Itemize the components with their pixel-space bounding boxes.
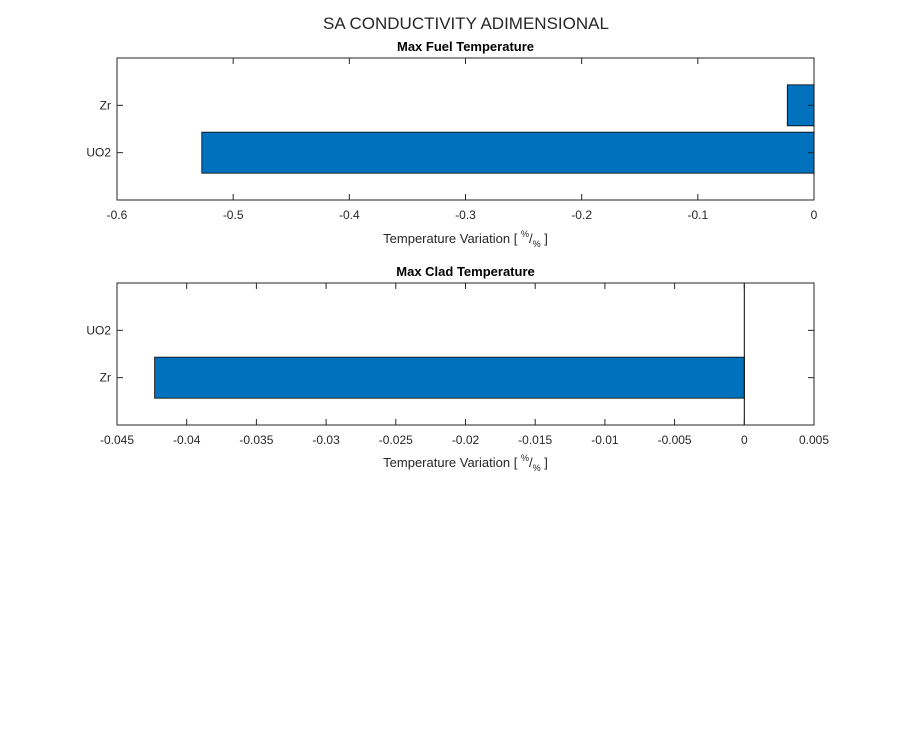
chart-0-xtick-label: -0.3 xyxy=(455,208,476,222)
chart-0-xlabel: Temperature Variation [ %/% ] xyxy=(383,229,548,249)
chart-1-ytick-label-zr: Zr xyxy=(100,371,111,385)
chart-0-xlabel-suffix: ] xyxy=(541,231,548,246)
chart-1-ytick-label-uo2: UO2 xyxy=(86,323,111,337)
chart-1-xlabel-unit-den: % xyxy=(533,463,541,473)
chart-0-ytick-label-uo2: UO2 xyxy=(86,146,111,160)
chart-1-xtick-label: -0.02 xyxy=(452,433,480,447)
chart-1-xtick-label: 0.005 xyxy=(799,433,829,447)
chart-0-xlabel-unit-sep: / xyxy=(529,231,533,246)
chart-1-bar-zr xyxy=(154,356,745,399)
chart-0-xtick-label: -0.6 xyxy=(107,208,128,222)
chart-0-xtick-label: -0.4 xyxy=(339,208,360,222)
chart-1-xtick-label: 0 xyxy=(741,433,748,447)
chart-1-title: Max Clad Temperature xyxy=(396,264,534,279)
chart-0-bar-uo2 xyxy=(201,131,815,174)
chart-0-xtick-label: -0.1 xyxy=(687,208,708,222)
chart-1-xtick-label: -0.03 xyxy=(312,433,340,447)
chart-0-title: Max Fuel Temperature xyxy=(397,39,534,54)
chart-1-xlabel: Temperature Variation [ %/% ] xyxy=(383,453,548,473)
chart-1-xtick-label: -0.035 xyxy=(239,433,273,447)
chart-1-xlabel-suffix: ] xyxy=(541,455,548,470)
chart-0-xlabel-unit-den: % xyxy=(533,239,541,249)
chart-1-xtick-label: -0.01 xyxy=(591,433,619,447)
chart-0-xlabel-prefix: Temperature Variation [ xyxy=(383,231,521,246)
chart-1-xtick-label: -0.015 xyxy=(518,433,552,447)
figure-suptitle: SA CONDUCTIVITY ADIMENSIONAL xyxy=(323,14,609,33)
chart-1-xtick-label: -0.045 xyxy=(100,433,134,447)
chart-1-xtick-label: -0.005 xyxy=(658,433,692,447)
chart-1-xtick-label: -0.04 xyxy=(173,433,201,447)
chart-0-ytick-label-zr: Zr xyxy=(100,98,111,112)
chart-1-xlabel-unit-sep: / xyxy=(529,455,533,470)
chart-1-xlabel-prefix: Temperature Variation [ xyxy=(383,455,521,470)
axes-max-clad-temperature: -0.045 -0.04 -0.035 -0.03 -0.025 -0.02 -0.015 -… xyxy=(86,264,829,473)
chart-0-xtick-label: -0.2 xyxy=(571,208,592,222)
chart-1-xtick-label: -0.025 xyxy=(379,433,413,447)
chart-0-xlabel-unit-num: % xyxy=(521,229,529,239)
chart-0-xtick-label: 0 xyxy=(811,208,818,222)
chart-0-xtick-label: -0.5 xyxy=(223,208,244,222)
axes-max-fuel-temperature: -0.6 -0.5 -0.4 -0.3 -0.2 -0.1 0 UO2 Zr Max Fuel T… xyxy=(86,39,817,249)
chart-1-xlabel-unit-num: % xyxy=(521,453,529,463)
